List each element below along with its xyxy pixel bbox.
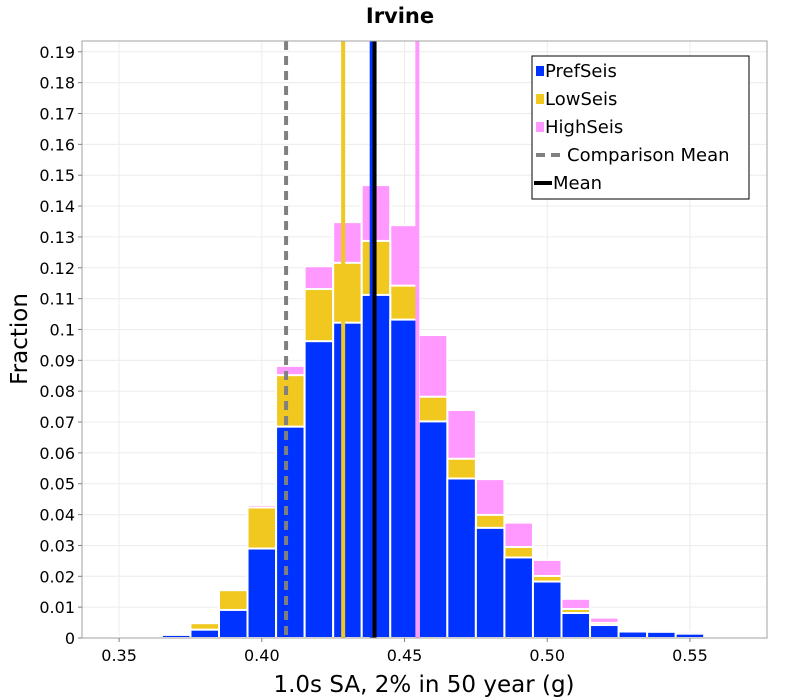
chart-title: Irvine	[366, 4, 434, 28]
y-tick-label: 0.12	[39, 259, 75, 278]
y-tick-label: 0.08	[39, 382, 75, 401]
y-tick-label: 0	[65, 629, 75, 648]
prefseis-bar	[617, 630, 649, 640]
prefseis-bar	[474, 526, 506, 640]
y-tick-label: 0.09	[39, 351, 75, 370]
x-axis-label: 1.0s SA, 2% in 50 year (g)	[273, 672, 574, 698]
x-tick-label: 0.35	[101, 646, 137, 665]
x-tick-label: 0.40	[244, 646, 280, 665]
y-tick-label: 0.17	[39, 105, 75, 124]
prefseis-bar	[389, 318, 420, 639]
prefseis-bar	[560, 612, 592, 639]
legend-label: PrefSeis	[545, 61, 617, 82]
y-tick-label: 0.1	[50, 320, 75, 339]
x-tick-label: 0.50	[529, 646, 565, 665]
prefseis-bar	[531, 580, 563, 640]
prefseis-bar	[417, 420, 449, 639]
prefseis-bar	[332, 321, 363, 639]
legend-label: Mean	[553, 173, 602, 194]
y-tick-label: 0.19	[39, 43, 75, 62]
legend: PrefSeis LowSeis HighSeis Comparison Mean Me…	[531, 55, 750, 200]
legend-label: HighSeis	[545, 117, 623, 138]
prefseis-bar	[303, 340, 335, 639]
prefseis-bar	[218, 608, 249, 639]
y-axis-label: Fraction	[7, 293, 33, 385]
prefseis-bar	[589, 624, 620, 640]
prefseis-bar	[646, 630, 677, 640]
y-tick-label: 0.11	[39, 290, 75, 309]
x-tick-label: 0.45	[387, 646, 423, 665]
mean-lines	[284, 41, 420, 638]
y-tick-label: 0.02	[39, 567, 75, 586]
legend-box	[531, 55, 750, 200]
prefseis-legend-swatch	[536, 66, 544, 76]
legend-label: LowSeis	[545, 89, 617, 110]
y-tick-label: 0.15	[39, 166, 75, 185]
prefseis-bar	[246, 547, 278, 640]
highseis-legend-swatch	[536, 122, 544, 132]
prefseis-bar	[503, 556, 534, 640]
y-tick-label: 0.03	[39, 536, 75, 555]
prefseis-bar	[275, 425, 306, 639]
y-tick-label: 0.05	[39, 475, 75, 494]
x-axis-ticks: 0.35 0.40 0.45 0.50 0.55	[101, 638, 708, 665]
y-tick-label: 0.01	[39, 598, 75, 617]
y-tick-label: 0.07	[39, 413, 75, 432]
y-tick-label: 0.16	[39, 135, 75, 154]
y-axis-ticks: 0 0.01 0.02 0.03 0.04 0.05 0.06 0.07 0.08 0.09 0.1…	[39, 43, 82, 648]
plot-border	[81, 40, 768, 639]
y-tick-label: 0.14	[39, 197, 75, 216]
prefseis-bar	[446, 477, 477, 640]
y-tick-label: 0.13	[39, 228, 75, 247]
y-tick-label: 0.04	[39, 506, 75, 525]
y-tick-label: 0.06	[39, 444, 75, 463]
prefseis-bar	[674, 632, 706, 639]
prefseis-bar	[189, 628, 220, 639]
lowseis-legend-swatch	[536, 94, 544, 104]
x-tick-label: 0.55	[672, 646, 708, 665]
y-tick-label: 0.18	[39, 74, 75, 93]
legend-label: Comparison Mean	[567, 145, 730, 166]
